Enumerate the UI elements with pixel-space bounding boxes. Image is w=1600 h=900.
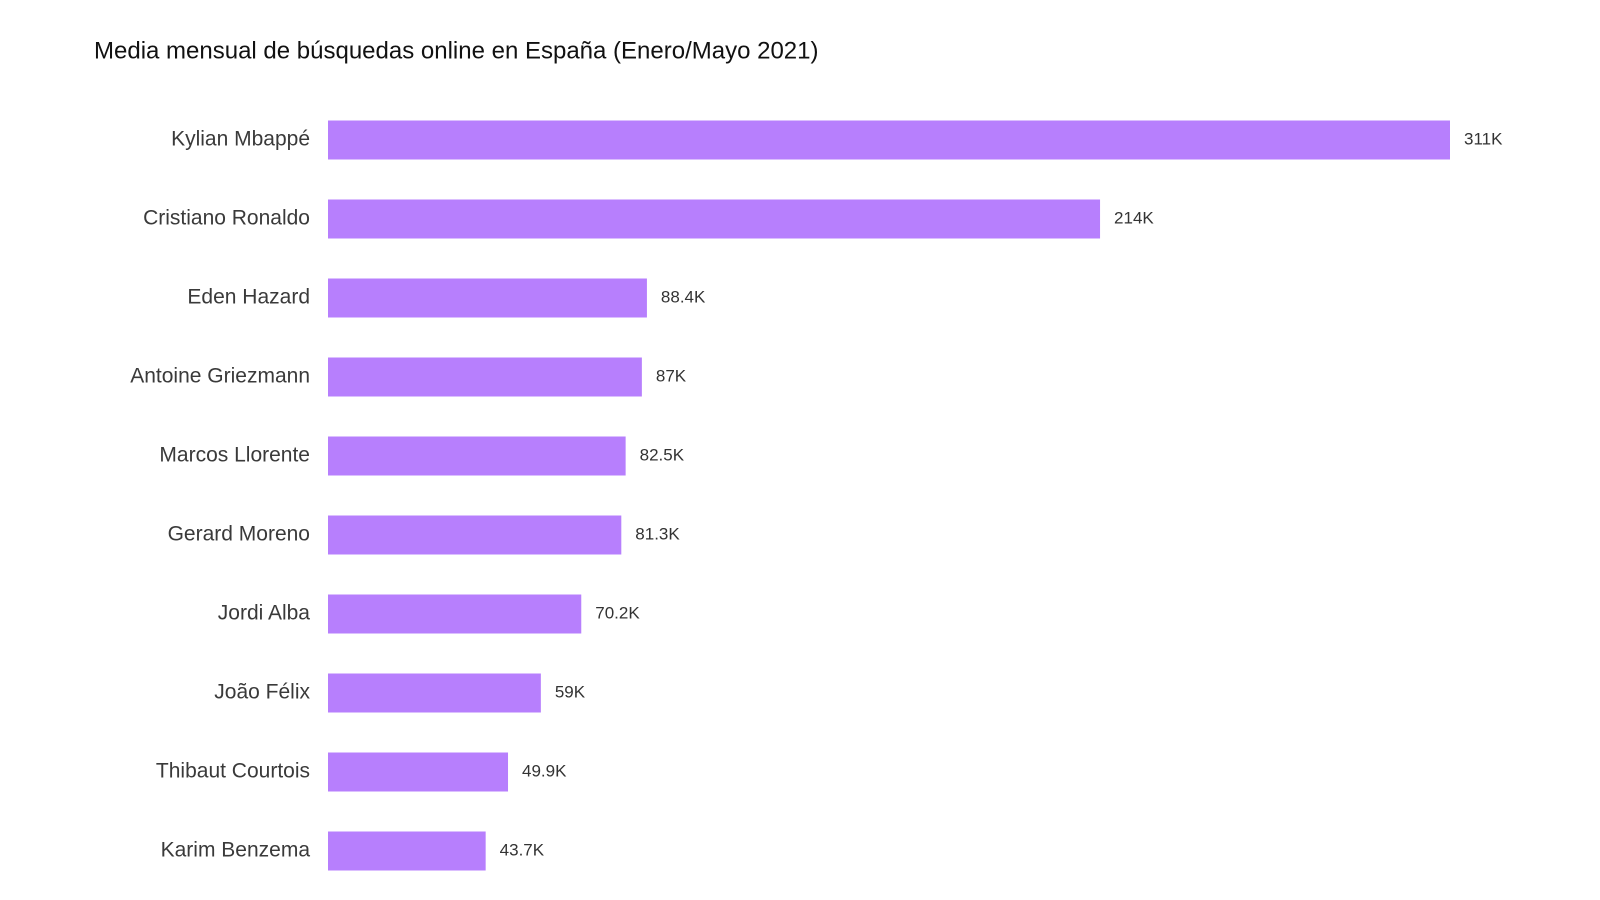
bar bbox=[328, 199, 1101, 239]
value-label: 88.4K bbox=[661, 287, 706, 306]
value-label: 81.3K bbox=[635, 524, 680, 543]
bar bbox=[328, 515, 622, 555]
category-label: Karim Benzema bbox=[161, 839, 311, 862]
value-label: 311K bbox=[1464, 129, 1503, 148]
value-label: 214K bbox=[1114, 208, 1154, 227]
bar bbox=[328, 357, 642, 397]
chart-subtitle: Media mensual de búsquedas online en Esp… bbox=[94, 37, 818, 64]
value-label: 43.7K bbox=[500, 840, 545, 859]
bar bbox=[328, 436, 626, 476]
category-label: Kylian Mbappé bbox=[171, 128, 310, 151]
value-label: 87K bbox=[656, 366, 687, 385]
bar bbox=[328, 673, 541, 713]
bar bbox=[328, 752, 509, 792]
bar bbox=[328, 831, 486, 871]
bar bbox=[328, 120, 1450, 160]
category-label: Eden Hazard bbox=[187, 286, 310, 309]
category-label: Jordi Alba bbox=[218, 602, 311, 625]
category-label: João Félix bbox=[214, 681, 310, 704]
category-label: Cristiano Ronaldo bbox=[143, 207, 310, 230]
value-label: 59K bbox=[555, 682, 586, 701]
category-label: Thibaut Courtois bbox=[156, 760, 310, 783]
value-label: 49.9K bbox=[522, 761, 567, 780]
bar bbox=[328, 278, 647, 318]
value-label: 82.5K bbox=[640, 445, 685, 464]
value-label: 70.2K bbox=[595, 603, 640, 622]
category-label: Gerard Moreno bbox=[168, 523, 310, 546]
category-label: Marcos Llorente bbox=[159, 444, 310, 467]
bar bbox=[328, 594, 582, 634]
category-label: Antoine Griezmann bbox=[130, 365, 310, 388]
